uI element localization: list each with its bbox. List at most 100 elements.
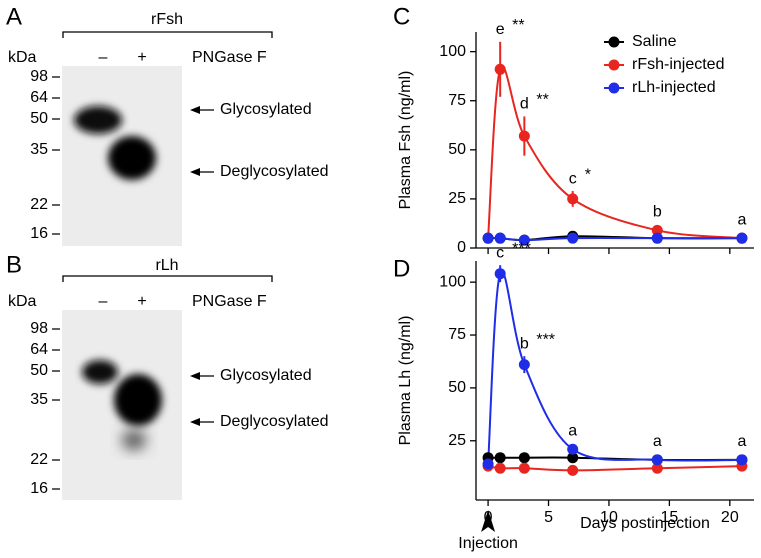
significance: ** bbox=[536, 92, 548, 109]
y-tick-label: 100 bbox=[439, 273, 466, 290]
significance: *** bbox=[536, 331, 555, 348]
group-letter: b bbox=[520, 335, 529, 352]
band bbox=[114, 374, 162, 426]
marker-ticks bbox=[52, 76, 60, 235]
band-label: Glycosylated bbox=[220, 101, 312, 118]
data-point bbox=[651, 462, 663, 474]
protein-label: rFsh bbox=[151, 11, 183, 28]
data-point bbox=[567, 464, 579, 476]
lane-label: – bbox=[99, 49, 108, 66]
data-point bbox=[518, 462, 530, 474]
legend-marker bbox=[608, 36, 620, 48]
x-tick-label: 5 bbox=[544, 509, 553, 526]
panel-letter: C bbox=[393, 3, 410, 30]
data-point bbox=[518, 452, 530, 464]
y-axis-label: Plasma Fsh (ng/ml) bbox=[397, 71, 414, 210]
bracket bbox=[62, 31, 273, 38]
protein-label: rLh bbox=[155, 257, 178, 274]
marker-label: 50 bbox=[30, 362, 48, 379]
data-point bbox=[736, 454, 748, 466]
marker-label: 22 bbox=[30, 451, 48, 468]
y-tick-label: 50 bbox=[448, 379, 466, 396]
lane-label: + bbox=[137, 49, 146, 66]
unit-label: kDa bbox=[8, 49, 37, 66]
data-point bbox=[567, 443, 579, 455]
band bbox=[108, 136, 156, 180]
data-point bbox=[567, 193, 579, 205]
marker-label: 35 bbox=[30, 391, 48, 408]
x-tick-label: 20 bbox=[721, 509, 739, 526]
marker-label: 16 bbox=[30, 480, 48, 497]
y-tick-label: 25 bbox=[448, 432, 466, 449]
marker-ticks bbox=[52, 328, 60, 490]
data-point bbox=[518, 234, 530, 246]
lane-label: + bbox=[137, 293, 146, 310]
band-label: Deglycosylated bbox=[220, 413, 329, 430]
group-letter: b bbox=[653, 204, 662, 221]
data-point bbox=[494, 268, 506, 280]
data-point bbox=[494, 452, 506, 464]
legend-marker bbox=[608, 82, 620, 94]
data-point bbox=[567, 452, 579, 464]
band-label: Glycosylated bbox=[220, 367, 312, 384]
group-letter: a bbox=[568, 422, 577, 439]
lane-label: – bbox=[99, 293, 108, 310]
data-point bbox=[494, 462, 506, 474]
panel-letter: A bbox=[6, 3, 22, 30]
y-tick-label: 100 bbox=[439, 43, 466, 60]
significance: *** bbox=[512, 240, 531, 257]
marker-label: 64 bbox=[30, 89, 48, 106]
group-letter: c bbox=[569, 170, 577, 187]
marker-label: 50 bbox=[30, 110, 48, 127]
marker-label: 98 bbox=[30, 68, 48, 85]
panel-letter: B bbox=[6, 251, 22, 278]
group-letter: e bbox=[496, 21, 505, 38]
injection-arrow bbox=[481, 510, 496, 532]
data-point bbox=[482, 458, 494, 470]
legend-label: Saline bbox=[632, 33, 677, 50]
data-point bbox=[736, 232, 748, 244]
arrowhead bbox=[190, 372, 200, 380]
arrowhead bbox=[190, 106, 200, 114]
data-point bbox=[482, 232, 494, 244]
significance: * bbox=[585, 166, 591, 183]
marker-label: 16 bbox=[30, 225, 48, 242]
band bbox=[122, 430, 146, 450]
band-label: Deglycosylated bbox=[220, 163, 329, 180]
treatment-label: PNGase F bbox=[192, 293, 267, 310]
group-letter: c bbox=[496, 244, 504, 261]
group-letter: a bbox=[737, 211, 746, 228]
panel-letter: D bbox=[393, 255, 410, 282]
unit-label: kDa bbox=[8, 293, 37, 310]
data-point bbox=[651, 232, 663, 244]
data-point bbox=[494, 63, 506, 75]
y-tick-label: 25 bbox=[448, 190, 466, 207]
marker-label: 64 bbox=[30, 341, 48, 358]
group-letter: a bbox=[737, 433, 746, 450]
marker-label: 98 bbox=[30, 320, 48, 337]
y-tick-label: 75 bbox=[448, 92, 466, 109]
data-point bbox=[518, 130, 530, 142]
group-letter: d bbox=[520, 96, 529, 113]
legend-label: rFsh-injected bbox=[632, 56, 724, 73]
bracket bbox=[62, 275, 273, 282]
treatment-label: PNGase F bbox=[192, 49, 267, 66]
data-point bbox=[651, 224, 663, 236]
data-point bbox=[567, 232, 579, 244]
legend-marker bbox=[608, 59, 620, 71]
x-tick-label: 10 bbox=[600, 509, 618, 526]
marker-label: 22 bbox=[30, 196, 48, 213]
data-point bbox=[494, 232, 506, 244]
y-tick-label: 50 bbox=[448, 141, 466, 158]
significance: ** bbox=[512, 17, 524, 34]
blot-panel-b: B rLh kDa – + PNGase F 98 64 50 35 22 16… bbox=[6, 251, 329, 500]
marker-label: 35 bbox=[30, 141, 48, 158]
band bbox=[82, 360, 118, 384]
data-point bbox=[651, 454, 663, 466]
data-point bbox=[518, 359, 530, 371]
band bbox=[74, 106, 122, 134]
group-letter: a bbox=[653, 433, 662, 450]
y-axis-label: Plasma Lh (ng/ml) bbox=[397, 316, 414, 446]
